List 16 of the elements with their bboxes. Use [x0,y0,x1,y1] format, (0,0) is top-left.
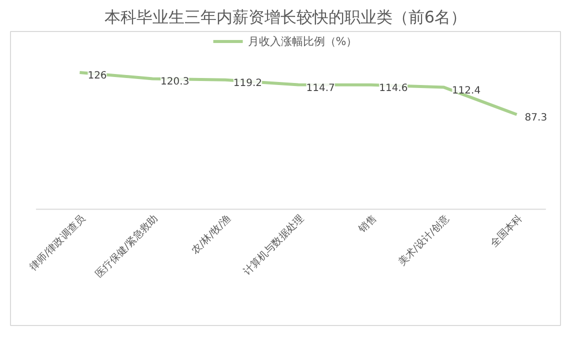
chart-title: 本科毕业生三年内薪资增长较快的职业类（前6名） [104,8,467,26]
data-label: 87.3 [524,112,548,124]
x-tick-label: 销售 [356,212,379,236]
data-label: 126 [88,70,107,82]
data-label: 119.2 [233,78,262,89]
data-label: 120.3 [160,76,190,88]
x-tick-label: 农/林/牧/渔 [189,212,234,257]
data-label: 114.7 [306,82,335,94]
x-tick-label: 律师/律政调查员 [27,212,88,274]
x-tick-label: 全国本科 [488,212,525,250]
data-label: 112.4 [452,85,481,96]
data-label: 114.6 [379,82,408,94]
x-tick-label: 美术/设计/创意 [396,212,452,268]
x-tick-label: 医疗保健/紧急救助 [93,212,160,280]
legend-label: 月收入涨幅比例（%） [248,34,358,48]
x-tick-label: 计算机与数据处理 [241,212,306,278]
